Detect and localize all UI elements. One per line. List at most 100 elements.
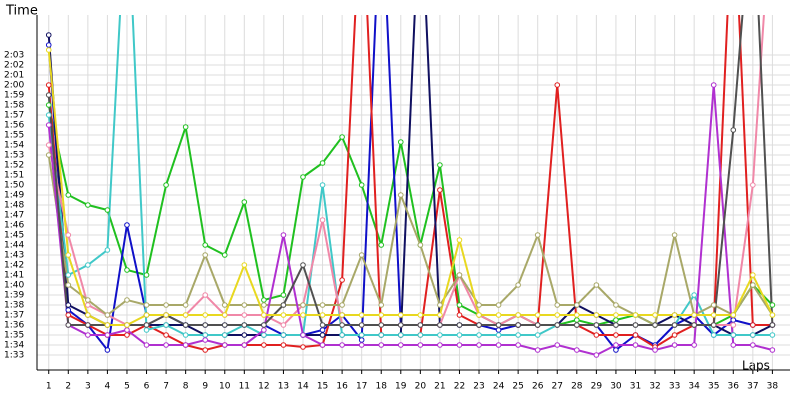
point bbox=[495, 327, 502, 333]
x-tick-label: 27 bbox=[552, 382, 563, 392]
point bbox=[45, 32, 52, 38]
point bbox=[593, 282, 600, 288]
point bbox=[476, 312, 482, 318]
y-tick-label: 1:56 bbox=[4, 121, 24, 131]
point bbox=[241, 342, 248, 348]
point bbox=[65, 232, 72, 238]
point bbox=[241, 199, 248, 205]
point bbox=[730, 332, 737, 338]
x-tick-label: 20 bbox=[415, 382, 427, 392]
point bbox=[319, 302, 326, 308]
y-tick-label: 1:44 bbox=[4, 241, 24, 251]
point bbox=[104, 207, 111, 213]
point bbox=[202, 347, 209, 353]
point bbox=[710, 332, 717, 338]
x-tick-label: 1 bbox=[46, 382, 52, 392]
y-tick-label: 1:35 bbox=[4, 331, 24, 341]
point bbox=[45, 42, 52, 48]
point bbox=[397, 312, 404, 318]
point bbox=[143, 342, 150, 348]
point bbox=[495, 342, 502, 348]
point bbox=[769, 332, 776, 338]
point bbox=[652, 347, 658, 353]
point bbox=[241, 302, 248, 308]
point bbox=[182, 302, 189, 308]
point bbox=[730, 317, 737, 323]
point bbox=[515, 322, 521, 328]
x-tick-label: 12 bbox=[258, 382, 269, 392]
point bbox=[124, 327, 130, 333]
point bbox=[280, 342, 287, 348]
point bbox=[358, 322, 365, 328]
y-tick-label: 1:47 bbox=[4, 211, 24, 221]
point bbox=[65, 272, 72, 278]
point bbox=[534, 232, 541, 238]
point bbox=[85, 262, 91, 268]
point bbox=[730, 312, 737, 318]
point bbox=[124, 267, 130, 273]
point bbox=[417, 242, 424, 248]
point bbox=[143, 322, 150, 328]
point bbox=[671, 312, 678, 318]
y-tick-label: 2:02 bbox=[4, 61, 24, 71]
y-tick-label: 1:45 bbox=[4, 231, 24, 241]
point bbox=[515, 312, 521, 318]
point bbox=[397, 139, 404, 145]
y-tick-label: 1:40 bbox=[4, 281, 24, 291]
point bbox=[593, 332, 600, 338]
point bbox=[710, 312, 717, 318]
point bbox=[691, 342, 697, 348]
point bbox=[358, 312, 365, 318]
point bbox=[710, 322, 717, 328]
point bbox=[456, 332, 463, 338]
point bbox=[378, 312, 385, 318]
point bbox=[261, 322, 267, 328]
point bbox=[613, 332, 619, 338]
y-tick-label: 1:58 bbox=[4, 101, 24, 111]
point bbox=[574, 347, 580, 353]
point bbox=[182, 124, 189, 130]
point bbox=[85, 312, 91, 318]
point bbox=[163, 332, 169, 338]
point bbox=[202, 292, 209, 298]
point bbox=[652, 322, 658, 328]
point bbox=[45, 112, 52, 118]
point bbox=[104, 312, 111, 318]
point bbox=[221, 332, 228, 338]
point bbox=[730, 342, 737, 348]
point bbox=[319, 332, 326, 338]
point bbox=[534, 322, 541, 328]
x-tick-label: 35 bbox=[708, 382, 719, 392]
point bbox=[397, 322, 404, 328]
point bbox=[456, 322, 463, 328]
point bbox=[339, 302, 345, 308]
x-tick-label: 24 bbox=[493, 382, 505, 392]
y-tick-label: 1:36 bbox=[4, 321, 24, 331]
x-tick-label: 31 bbox=[630, 382, 641, 392]
y-tick-label: 2:01 bbox=[4, 71, 24, 81]
point bbox=[339, 277, 345, 283]
point bbox=[632, 322, 639, 328]
point bbox=[750, 282, 756, 288]
point bbox=[495, 322, 502, 328]
point bbox=[750, 182, 756, 188]
point bbox=[85, 302, 91, 308]
point bbox=[65, 282, 72, 288]
point bbox=[163, 302, 169, 308]
x-tick-label: 5 bbox=[124, 382, 130, 392]
point bbox=[241, 312, 248, 318]
point bbox=[358, 337, 365, 343]
x-tick-label: 21 bbox=[434, 382, 445, 392]
point bbox=[45, 92, 52, 98]
point bbox=[124, 322, 130, 328]
point bbox=[143, 272, 150, 278]
point bbox=[515, 332, 521, 338]
x-tick-label: 37 bbox=[747, 382, 758, 392]
point bbox=[182, 312, 189, 318]
x-tick-label: 9 bbox=[202, 382, 208, 392]
point bbox=[221, 252, 228, 258]
point bbox=[476, 332, 482, 338]
y-tick-label: 1:53 bbox=[4, 151, 24, 161]
point bbox=[202, 312, 209, 318]
